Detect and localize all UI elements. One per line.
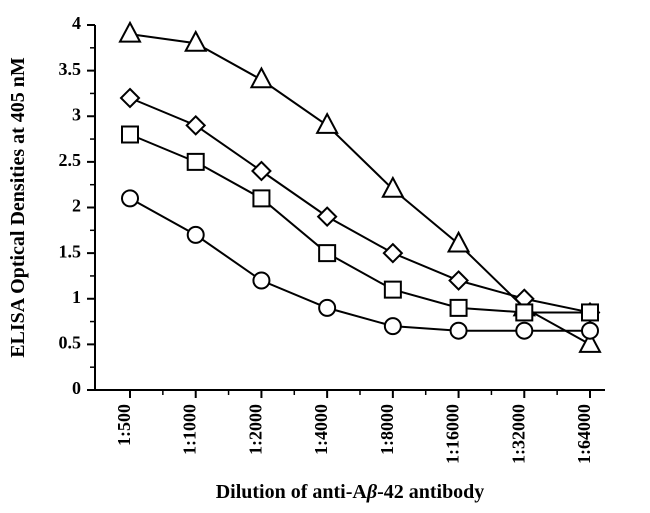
- svg-text:1:32000: 1:32000: [508, 404, 528, 464]
- svg-text:0: 0: [72, 378, 81, 398]
- chart-svg: 0 0.5 1 1.5 2 2.5 3 3.5 4 1:500 1:1000 1:2000 1:4000…: [0, 0, 650, 513]
- svg-text:1:16000: 1:16000: [443, 404, 463, 464]
- y-axis-label: ELISA Optical Densities at 405 nM: [7, 57, 29, 358]
- svg-text:1:500: 1:500: [114, 404, 134, 446]
- elisa-dilution-chart: 0 0.5 1 1.5 2 2.5 3 3.5 4 1:500 1:1000 1:2000 1:4000…: [0, 0, 650, 513]
- svg-text:4: 4: [72, 13, 81, 33]
- svg-text:1:64000: 1:64000: [574, 404, 594, 464]
- svg-text:2: 2: [72, 196, 81, 216]
- svg-text:0.5: 0.5: [59, 333, 82, 353]
- svg-text:1:2000: 1:2000: [245, 404, 265, 455]
- svg-text:1:8000: 1:8000: [377, 404, 397, 455]
- svg-text:2.5: 2.5: [59, 150, 82, 170]
- x-axis-label: Dilution of anti-Aβ-42 antibody: [216, 481, 485, 503]
- svg-text:1:4000: 1:4000: [311, 404, 331, 455]
- svg-text:3: 3: [72, 104, 81, 124]
- svg-text:3.5: 3.5: [59, 59, 82, 79]
- svg-text:1: 1: [72, 287, 81, 307]
- svg-text:1:1000: 1:1000: [180, 404, 200, 455]
- svg-text:1.5: 1.5: [59, 241, 82, 261]
